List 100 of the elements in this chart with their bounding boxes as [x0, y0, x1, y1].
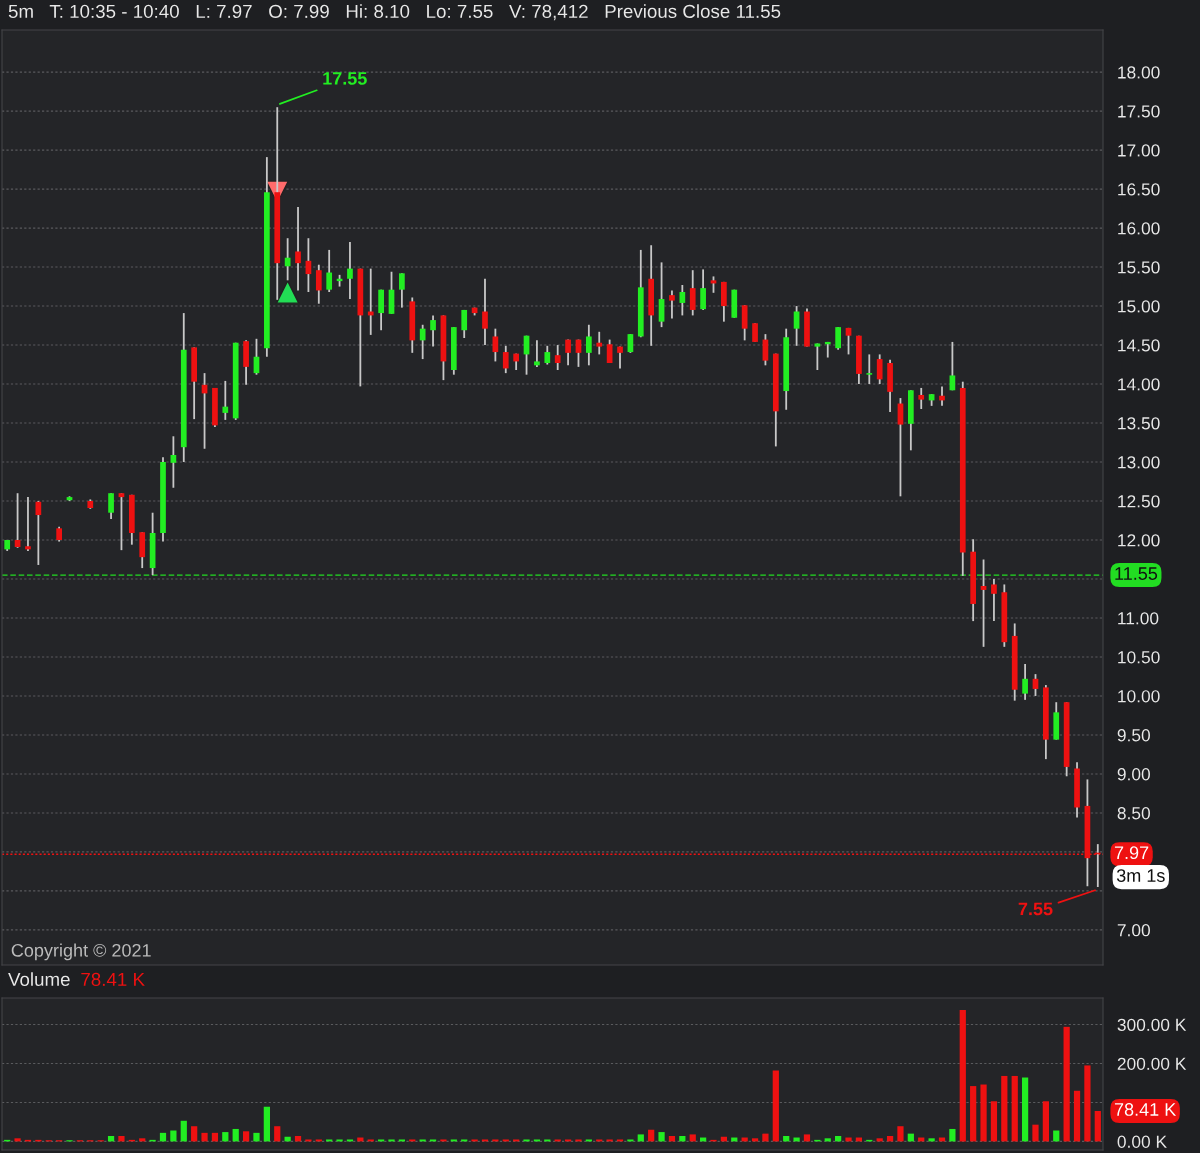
y-tick-label: 9.50 — [1117, 729, 1150, 742]
bar — [242, 1131, 250, 1142]
y-tick-label: 200.00 K — [1117, 1057, 1187, 1070]
candlestick — [378, 288, 384, 332]
bar — [1032, 1124, 1039, 1142]
bar — [201, 1132, 208, 1142]
y-tick-label: 12.50 — [1118, 495, 1160, 508]
bar — [990, 1101, 998, 1142]
annotation: 17.55 — [323, 72, 367, 85]
candlestick — [482, 277, 488, 346]
bar — [762, 1133, 769, 1142]
candlestick — [596, 330, 603, 356]
y-tick-label: 17.00 — [1118, 144, 1160, 157]
candlestick — [534, 339, 540, 368]
bar — [1084, 1065, 1091, 1142]
y-tick-label: 14.50 — [1118, 339, 1160, 352]
bar — [876, 1138, 883, 1142]
bar — [274, 1126, 281, 1142]
candlestick — [669, 289, 675, 320]
bar — [658, 1132, 665, 1142]
bar — [803, 1134, 811, 1142]
ref-line-label: 11.55 — [1115, 567, 1158, 580]
bar — [959, 1010, 966, 1142]
bar — [263, 1106, 270, 1142]
bar — [118, 1135, 125, 1142]
bar — [949, 1128, 956, 1142]
candlestick — [35, 500, 42, 566]
candlestick — [1022, 663, 1028, 701]
candlestick — [347, 241, 353, 300]
annotation: Copyright © 2021 — [11, 943, 151, 961]
y-tick-label: 18.00 — [1118, 66, 1160, 79]
candlestick — [108, 492, 114, 520]
bar — [180, 1120, 187, 1142]
bar — [232, 1128, 239, 1142]
y-tick-label: 13.50 — [1118, 417, 1160, 430]
candlestick — [918, 387, 925, 410]
y-tick-label: 16.00 — [1118, 222, 1160, 235]
chart-title: 5m T: 10:35 - 10:40 L: 7.97 O: 7.99 Hi: 8.10 Lo: 7.55 V: 78,412 Previous Close 11.55 — [8, 4, 781, 21]
y-tick-label: 10.50 — [1118, 651, 1160, 664]
candlestick — [326, 249, 333, 293]
bar — [648, 1129, 655, 1142]
candlestick — [586, 323, 592, 367]
y-tick-label: 9.00 — [1117, 768, 1150, 781]
candlestick — [399, 272, 405, 309]
bar — [1063, 1026, 1070, 1142]
candlestick — [419, 323, 426, 360]
text: 78.41 K — [1114, 1103, 1177, 1116]
candlestick — [118, 492, 125, 552]
y-tick-label: 10.00 — [1118, 690, 1160, 703]
bar — [689, 1134, 696, 1142]
candlestick — [876, 353, 883, 385]
candlestick — [689, 269, 696, 317]
bar — [1073, 1090, 1081, 1142]
y-tick-label: 16.50 — [1118, 183, 1160, 196]
bar — [1021, 1077, 1029, 1142]
bar — [928, 1138, 935, 1142]
candlestick — [565, 338, 571, 367]
y-tick-label: 15.50 — [1118, 261, 1160, 274]
candlestick — [492, 327, 499, 363]
bar — [191, 1126, 198, 1142]
candlestick — [835, 326, 841, 351]
bar — [637, 1134, 644, 1142]
candlestick — [25, 496, 31, 552]
y-tick-label: 11.00 — [1118, 612, 1159, 625]
bar — [1011, 1075, 1018, 1142]
y-tick-label: 8.50 — [1117, 807, 1150, 820]
y-tick-label: 13.00 — [1118, 456, 1160, 469]
bar — [1001, 1075, 1008, 1142]
candlestick — [295, 206, 301, 292]
ref-line-label: 7.97 — [1114, 846, 1149, 860]
bar — [253, 1132, 260, 1142]
y-tick-label: 7.00 — [1117, 924, 1150, 937]
bar — [751, 1138, 759, 1142]
candlestick — [502, 344, 509, 375]
candlestick — [866, 353, 873, 385]
bar — [1042, 1101, 1049, 1142]
y-tick-label: 12.00 — [1118, 534, 1160, 547]
bar — [159, 1132, 167, 1142]
candlestick — [222, 380, 229, 421]
y-tick-label: 15.00 — [1118, 300, 1160, 313]
candlestick — [824, 341, 831, 359]
candlestick — [430, 314, 436, 348]
candlestick — [741, 304, 748, 342]
bar — [222, 1132, 229, 1142]
y-tick-label: 300.00 K — [1117, 1018, 1187, 1031]
bar — [970, 1086, 977, 1142]
candlestick — [991, 578, 997, 623]
y-tick-label: 14.00 — [1118, 378, 1160, 391]
candlestick — [980, 558, 987, 648]
annotation: 7.55 — [1018, 902, 1053, 916]
bar — [139, 1138, 146, 1142]
y-tick-label: 0.00 K — [1117, 1135, 1167, 1148]
candlestick — [461, 309, 468, 339]
candlestick — [752, 322, 758, 343]
candlestick — [554, 344, 561, 371]
text: 3m 1s — [1116, 869, 1165, 882]
bar — [824, 1138, 831, 1142]
bar — [897, 1126, 904, 1142]
y-tick-label: 17.50 — [1118, 105, 1160, 118]
chart-title: Volume — [8, 972, 70, 987]
